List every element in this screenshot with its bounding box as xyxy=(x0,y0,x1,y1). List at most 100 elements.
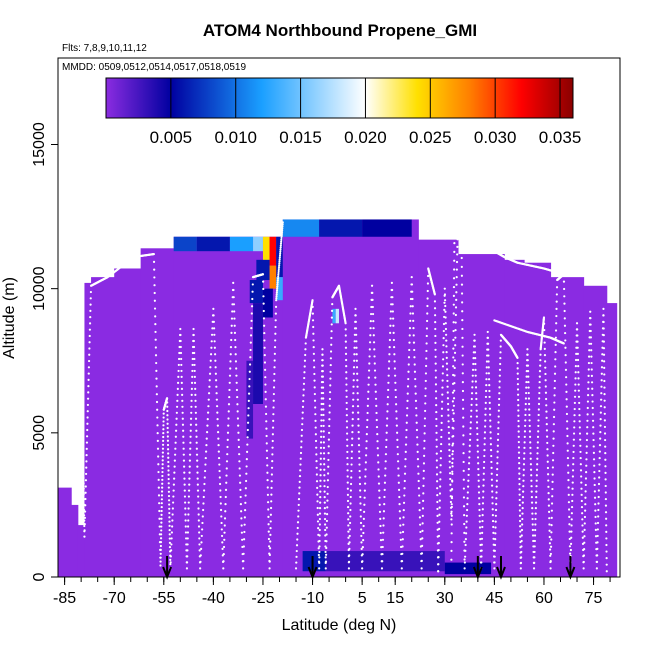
flight-track-point xyxy=(569,548,573,552)
flight-track-point xyxy=(581,536,584,539)
flight-track-point xyxy=(605,570,608,573)
flight-track-point xyxy=(463,540,466,543)
flight-track-point xyxy=(469,421,472,424)
coverage-column xyxy=(140,248,175,577)
arrow-head xyxy=(496,566,506,580)
flight-track-point xyxy=(274,305,278,309)
flight-track-point xyxy=(224,488,228,491)
flight-track-point xyxy=(415,407,418,410)
flight-track-point xyxy=(321,348,324,351)
flight-track-point xyxy=(536,435,540,438)
flight-track-point xyxy=(461,345,464,348)
flight-track-point xyxy=(491,508,494,511)
flight-track-point xyxy=(482,490,485,493)
flight-track-point xyxy=(583,515,587,519)
flight-track-point xyxy=(269,533,272,536)
flight-track-point xyxy=(399,538,402,541)
flight-track-point xyxy=(538,391,541,395)
flight-track-point xyxy=(325,526,328,529)
flight-track-point xyxy=(460,274,463,277)
flight-track-point xyxy=(446,385,449,388)
flight-track-point xyxy=(58,386,61,389)
flight-track-point xyxy=(486,336,490,339)
flight-track-point xyxy=(550,538,553,541)
flight-track-point xyxy=(584,490,587,493)
flight-track-point xyxy=(570,518,573,521)
flight-track-point xyxy=(344,328,347,331)
flight-track-point xyxy=(574,358,578,362)
flight-track-point xyxy=(230,324,233,327)
flight-track-point xyxy=(277,266,281,269)
flight-track-point xyxy=(169,558,172,561)
flight-track-point xyxy=(362,524,365,528)
flight-track-point xyxy=(353,340,356,343)
flight-track-point xyxy=(345,358,348,362)
flight-track-point xyxy=(403,472,407,475)
flight-track-point xyxy=(605,517,608,520)
flight-track-point xyxy=(448,443,451,446)
flight-track-point xyxy=(454,321,457,324)
flight-track-point xyxy=(360,528,363,531)
flight-track-point xyxy=(167,494,171,498)
flight-track-point xyxy=(58,394,61,398)
flight-track-point xyxy=(554,351,557,354)
flight-track-point xyxy=(331,302,334,306)
flight-track-point xyxy=(347,560,351,563)
flight-track-point xyxy=(602,327,605,330)
flight-track-point xyxy=(482,466,486,469)
flight-track-point xyxy=(590,374,594,377)
flight-track-point xyxy=(365,447,368,450)
flight-track-point xyxy=(351,411,354,414)
flight-track-point xyxy=(573,407,576,411)
flight-track-point xyxy=(155,377,158,380)
flight-track-point xyxy=(160,490,164,493)
flight-track-point xyxy=(497,409,500,412)
flight-track-point xyxy=(462,451,465,455)
flight-track-point xyxy=(180,387,184,390)
flight-track-point xyxy=(277,269,280,273)
flight-track-point xyxy=(549,552,553,556)
flight-track-point xyxy=(456,253,459,256)
flight-track-point xyxy=(365,433,368,436)
flight-track-point xyxy=(362,517,365,521)
flight-track-point xyxy=(435,466,439,469)
flight-track-point xyxy=(349,508,352,512)
flight-track-point xyxy=(585,438,589,442)
flight-track-point xyxy=(280,236,283,240)
flight-track-point xyxy=(364,475,367,478)
flight-track-point xyxy=(409,319,412,322)
flight-track-point xyxy=(425,364,428,368)
flight-track-point xyxy=(356,398,359,401)
flight-track-point xyxy=(323,490,326,493)
flight-track-point xyxy=(327,452,330,455)
flight-track-point xyxy=(485,372,488,375)
flight-track-point xyxy=(385,438,388,441)
flight-track-point xyxy=(264,398,267,401)
flight-track-point xyxy=(434,334,437,338)
flight-track-point xyxy=(174,441,177,444)
flight-track-point xyxy=(373,369,377,372)
coverage-layer xyxy=(58,219,618,577)
flight-track-point xyxy=(412,319,415,322)
flight-track-point xyxy=(84,491,87,494)
flight-track-point xyxy=(451,457,454,460)
flight-track-point xyxy=(352,379,355,382)
flight-track-point xyxy=(222,552,225,556)
flight-track-point xyxy=(263,331,266,335)
flight-track-point xyxy=(318,506,322,510)
flight-track-point xyxy=(383,495,386,499)
flight-track-point xyxy=(407,377,410,381)
flight-track-point xyxy=(462,478,465,481)
flight-track-point xyxy=(276,287,279,290)
flight-track-point xyxy=(226,438,229,441)
flight-track-point xyxy=(315,466,318,469)
flight-track-point xyxy=(391,303,394,306)
flight-track-point xyxy=(223,538,226,541)
flight-track-point xyxy=(350,450,353,453)
flight-track-point xyxy=(242,567,245,570)
flight-track-point xyxy=(224,510,227,513)
flight-track-point xyxy=(281,223,284,226)
flight-track-point xyxy=(438,499,441,502)
flight-track-point xyxy=(466,508,469,512)
flight-track-point xyxy=(178,351,181,355)
